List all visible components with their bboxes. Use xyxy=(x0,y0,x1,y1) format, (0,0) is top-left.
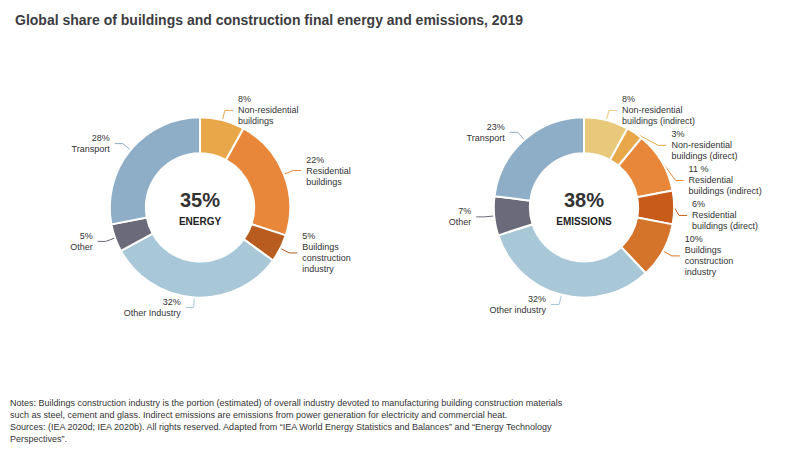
svg-text:buildings (indirect): buildings (indirect) xyxy=(622,116,695,126)
svg-text:8%: 8% xyxy=(238,94,251,104)
svg-text:Other industry: Other industry xyxy=(490,305,547,315)
svg-text:Other: Other xyxy=(449,217,472,227)
svg-text:Residential: Residential xyxy=(692,210,739,220)
svg-text:industry: industry xyxy=(685,267,717,277)
svg-text:5%: 5% xyxy=(80,231,93,241)
svg-text:38%: 38% xyxy=(564,189,604,211)
svg-text:32%: 32% xyxy=(528,294,546,304)
svg-text:5%: 5% xyxy=(302,231,315,241)
svg-text:28%: 28% xyxy=(92,133,110,143)
svg-text:Buildings: Buildings xyxy=(302,242,341,252)
svg-text:10%: 10% xyxy=(685,234,703,244)
svg-text:Non-residential: Non-residential xyxy=(671,140,734,150)
svg-text:35%: 35% xyxy=(180,189,220,211)
svg-text:Non-residential: Non-residential xyxy=(622,105,685,115)
svg-text:Non-residential: Non-residential xyxy=(238,105,301,115)
svg-text:Residential: Residential xyxy=(689,175,736,185)
svg-text:32%: 32% xyxy=(163,297,181,307)
svg-text:Sources: (IEA 2020d; IEA 2020b: Sources: (IEA 2020d; IEA 2020b). All rig… xyxy=(10,422,552,432)
svg-text:buildings (direct): buildings (direct) xyxy=(692,221,758,231)
svg-text:construction: construction xyxy=(685,256,736,266)
svg-text:6%: 6% xyxy=(692,199,705,209)
svg-text:such as steel, cement and glas: such as steel, cement and glass. Indirec… xyxy=(10,410,507,420)
svg-text:Transport: Transport xyxy=(72,144,111,154)
svg-text:Perspectives”.: Perspectives”. xyxy=(10,434,67,444)
svg-text:3%: 3% xyxy=(671,129,684,139)
svg-text:industry: industry xyxy=(302,264,334,274)
svg-text:Transport: Transport xyxy=(467,133,506,143)
svg-text:EMISSIONS: EMISSIONS xyxy=(556,216,612,227)
svg-text:11 %: 11 % xyxy=(689,164,709,174)
svg-text:22%: 22% xyxy=(306,155,324,165)
svg-text:Notes: Buildings construction: Notes: Buildings construction industry i… xyxy=(10,398,563,408)
svg-text:buildings: buildings xyxy=(238,116,274,126)
svg-text:buildings (direct): buildings (direct) xyxy=(671,151,737,161)
svg-text:23%: 23% xyxy=(487,122,505,132)
svg-text:construction: construction xyxy=(302,253,353,263)
svg-text:buildings: buildings xyxy=(306,177,342,187)
svg-text:Buildings: Buildings xyxy=(685,245,724,255)
svg-text:8%: 8% xyxy=(622,94,635,104)
svg-text:Global share of buildings and: Global share of buildings and constructi… xyxy=(15,12,523,28)
svg-text:buildings (indirect): buildings (indirect) xyxy=(689,186,762,196)
svg-text:Other: Other xyxy=(70,242,93,252)
svg-text:7%: 7% xyxy=(458,206,471,216)
svg-text:Residential: Residential xyxy=(306,166,353,176)
svg-text:ENERGY: ENERGY xyxy=(179,216,222,227)
svg-text:Other Industry: Other Industry xyxy=(124,308,182,318)
